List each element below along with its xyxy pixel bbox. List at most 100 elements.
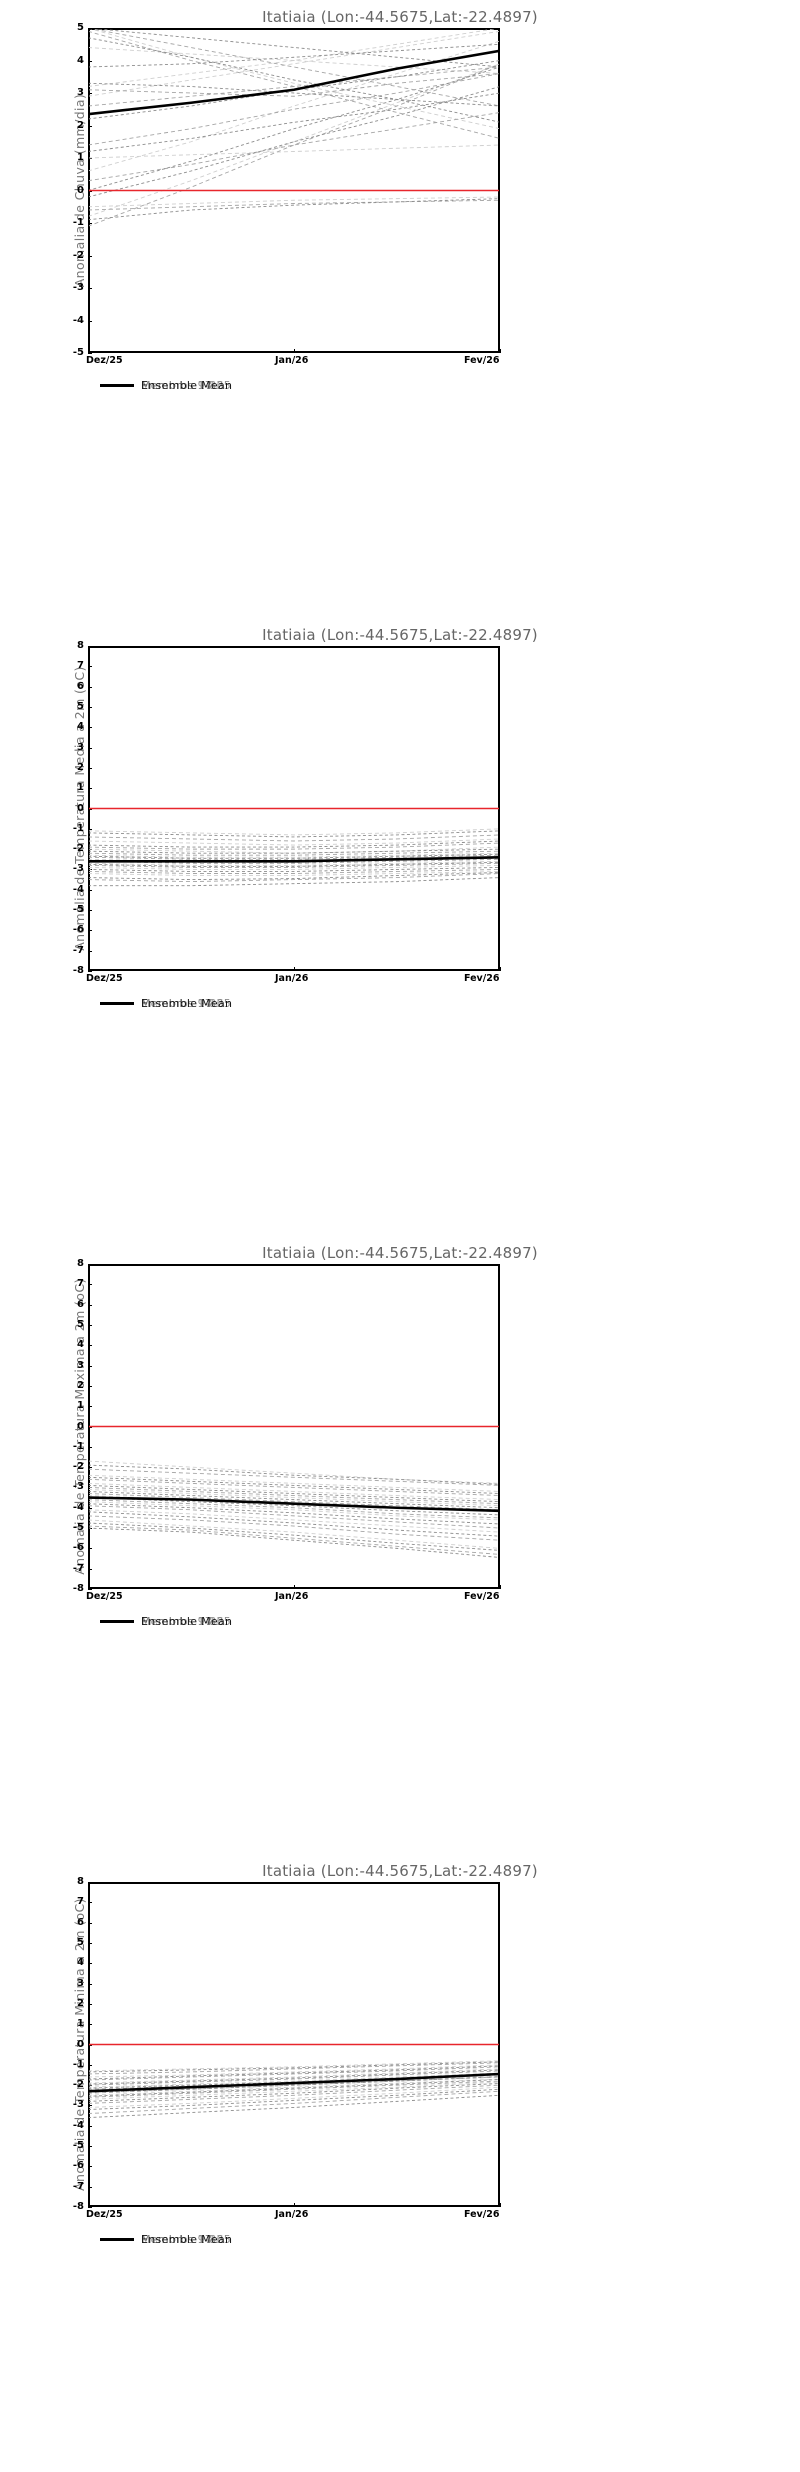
y-tick-label: -4 [72, 883, 84, 895]
legend-label: Membros 17-25 [141, 2233, 232, 2246]
member-line [89, 1487, 499, 1505]
y-tick-mark [88, 1284, 92, 1286]
y-tick-label: -4 [72, 1501, 84, 1513]
member-line [89, 1464, 499, 1485]
y-tick-label: 3 [77, 87, 84, 98]
legend-swatch-icon [100, 2238, 134, 2241]
y-tick-mark [88, 288, 92, 289]
member-line [89, 2060, 499, 2072]
member-line [89, 92, 499, 152]
member-line [89, 1474, 499, 1492]
y-tick-label: -8 [72, 1583, 84, 1594]
member-line [93, 29, 499, 68]
y-tick-label: -1 [72, 1440, 84, 1452]
legend-item-mean[interactable]: Ensemble Mean [100, 1615, 232, 1628]
series-canvas [89, 2043, 499, 2119]
y-tick-label: 2 [77, 761, 84, 773]
y-tick-label: -5 [72, 904, 84, 916]
y-tick-label: -5 [72, 1522, 84, 1534]
legend-label: Ensemble Mean [141, 1615, 233, 1628]
member-line [89, 144, 499, 159]
legend-label: Membros 17-25 [141, 1615, 232, 1628]
member-line [89, 60, 499, 120]
member-line [89, 853, 499, 859]
y-tick-label: -1 [72, 2058, 84, 2070]
y-tick-mark [88, 727, 92, 729]
legend-item-mean[interactable]: Ensemble Mean [100, 997, 232, 1010]
y-tick-mark [88, 2024, 92, 2026]
y-tick-label: -3 [72, 282, 84, 293]
member-line [89, 2094, 499, 2119]
y-tick-mark [88, 1304, 92, 1306]
panel-title: Itatiaia (Lon:-44.5675,Lat:-22.4897) [262, 1244, 538, 1262]
member-line [89, 1509, 499, 1533]
y-tick-mark [88, 1345, 92, 1347]
y-tick-mark [88, 869, 92, 871]
x-tick-label: Jan/26 [275, 973, 309, 984]
member-line [89, 850, 499, 856]
y-tick-label: -5 [72, 2140, 84, 2152]
member-line [89, 29, 497, 87]
y-tick-label: -2 [72, 843, 84, 855]
y-tick-mark [88, 2105, 92, 2107]
y-tick-mark [88, 2085, 92, 2087]
legend-label: Membros 1-8 [141, 2233, 217, 2246]
x-tick-mark [88, 967, 89, 971]
legend-label: Membros 17-25 [141, 379, 232, 392]
y-tick-mark [88, 1467, 92, 1469]
y-tick-label: -6 [72, 2160, 84, 2172]
member-line [89, 66, 499, 107]
y-tick-mark [88, 646, 92, 647]
legend-label: Membros 9-16 [141, 1615, 224, 1628]
member-line [89, 2070, 499, 2086]
member-line [89, 198, 499, 221]
y-tick-mark [88, 353, 92, 354]
legend-item-mean[interactable]: Ensemble Mean [100, 379, 232, 392]
legend-label: Membros 1-8 [141, 997, 217, 1010]
member-line [89, 2083, 499, 2102]
member-line [89, 73, 499, 146]
y-tick-label: 1 [77, 2018, 84, 2030]
y-tick-mark [88, 158, 92, 159]
y-tick-mark [88, 2207, 92, 2208]
x-tick-label: Fev/26 [464, 2209, 500, 2220]
y-tick-mark [88, 950, 92, 952]
member-line [89, 2079, 499, 2097]
chart-panel-tminima: Itatiaia (Lon:-44.5675,Lat:-22.4897) Anom… [0, 1854, 800, 2472]
panel-title: Itatiaia (Lon:-44.5675,Lat:-22.4897) [262, 8, 538, 26]
y-tick-label: -6 [72, 924, 84, 936]
y-tick-mark [88, 706, 92, 708]
y-tick-label: 3 [77, 1359, 84, 1371]
member-line [89, 43, 499, 68]
member-line [89, 2076, 499, 2093]
legend-label: Membros 1-8 [141, 1615, 217, 1628]
x-tick-label: Jan/26 [275, 2209, 309, 2220]
y-tick-label: -7 [72, 1562, 84, 1574]
member-line [89, 872, 499, 881]
member-line [90, 29, 499, 107]
y-tick-label: 4 [77, 1957, 84, 1969]
y-tick-mark [88, 125, 92, 127]
y-tick-label: 5 [77, 1936, 84, 1948]
legend-item-mean[interactable]: Ensemble Mean [100, 2233, 232, 2246]
member-line [89, 854, 499, 860]
y-tick-mark [88, 2186, 92, 2188]
member-line [89, 1489, 499, 1507]
y-tick-mark [88, 1983, 92, 1985]
member-line [89, 2078, 499, 2096]
x-tick-label: Dez/25 [86, 1591, 123, 1602]
member-line [89, 196, 499, 208]
member-line [89, 2066, 499, 2081]
y-tick-mark [88, 1365, 92, 1367]
y-tick-mark [88, 60, 92, 62]
member-line [89, 2065, 499, 2080]
legend-label: Membros 9-16 [141, 997, 224, 1010]
y-tick-label: 5 [77, 700, 84, 712]
chart-panel-chuva: Itatiaia (Lon:-44.5675,Lat:-22.4897) Anom… [0, 0, 800, 618]
member-line [89, 1484, 499, 1503]
y-tick-label: 0 [77, 2038, 84, 2050]
y-tick-mark [88, 1942, 92, 1944]
legend-swatch-icon [100, 384, 134, 387]
member-line [89, 1468, 499, 1486]
member-line [89, 2080, 499, 2098]
